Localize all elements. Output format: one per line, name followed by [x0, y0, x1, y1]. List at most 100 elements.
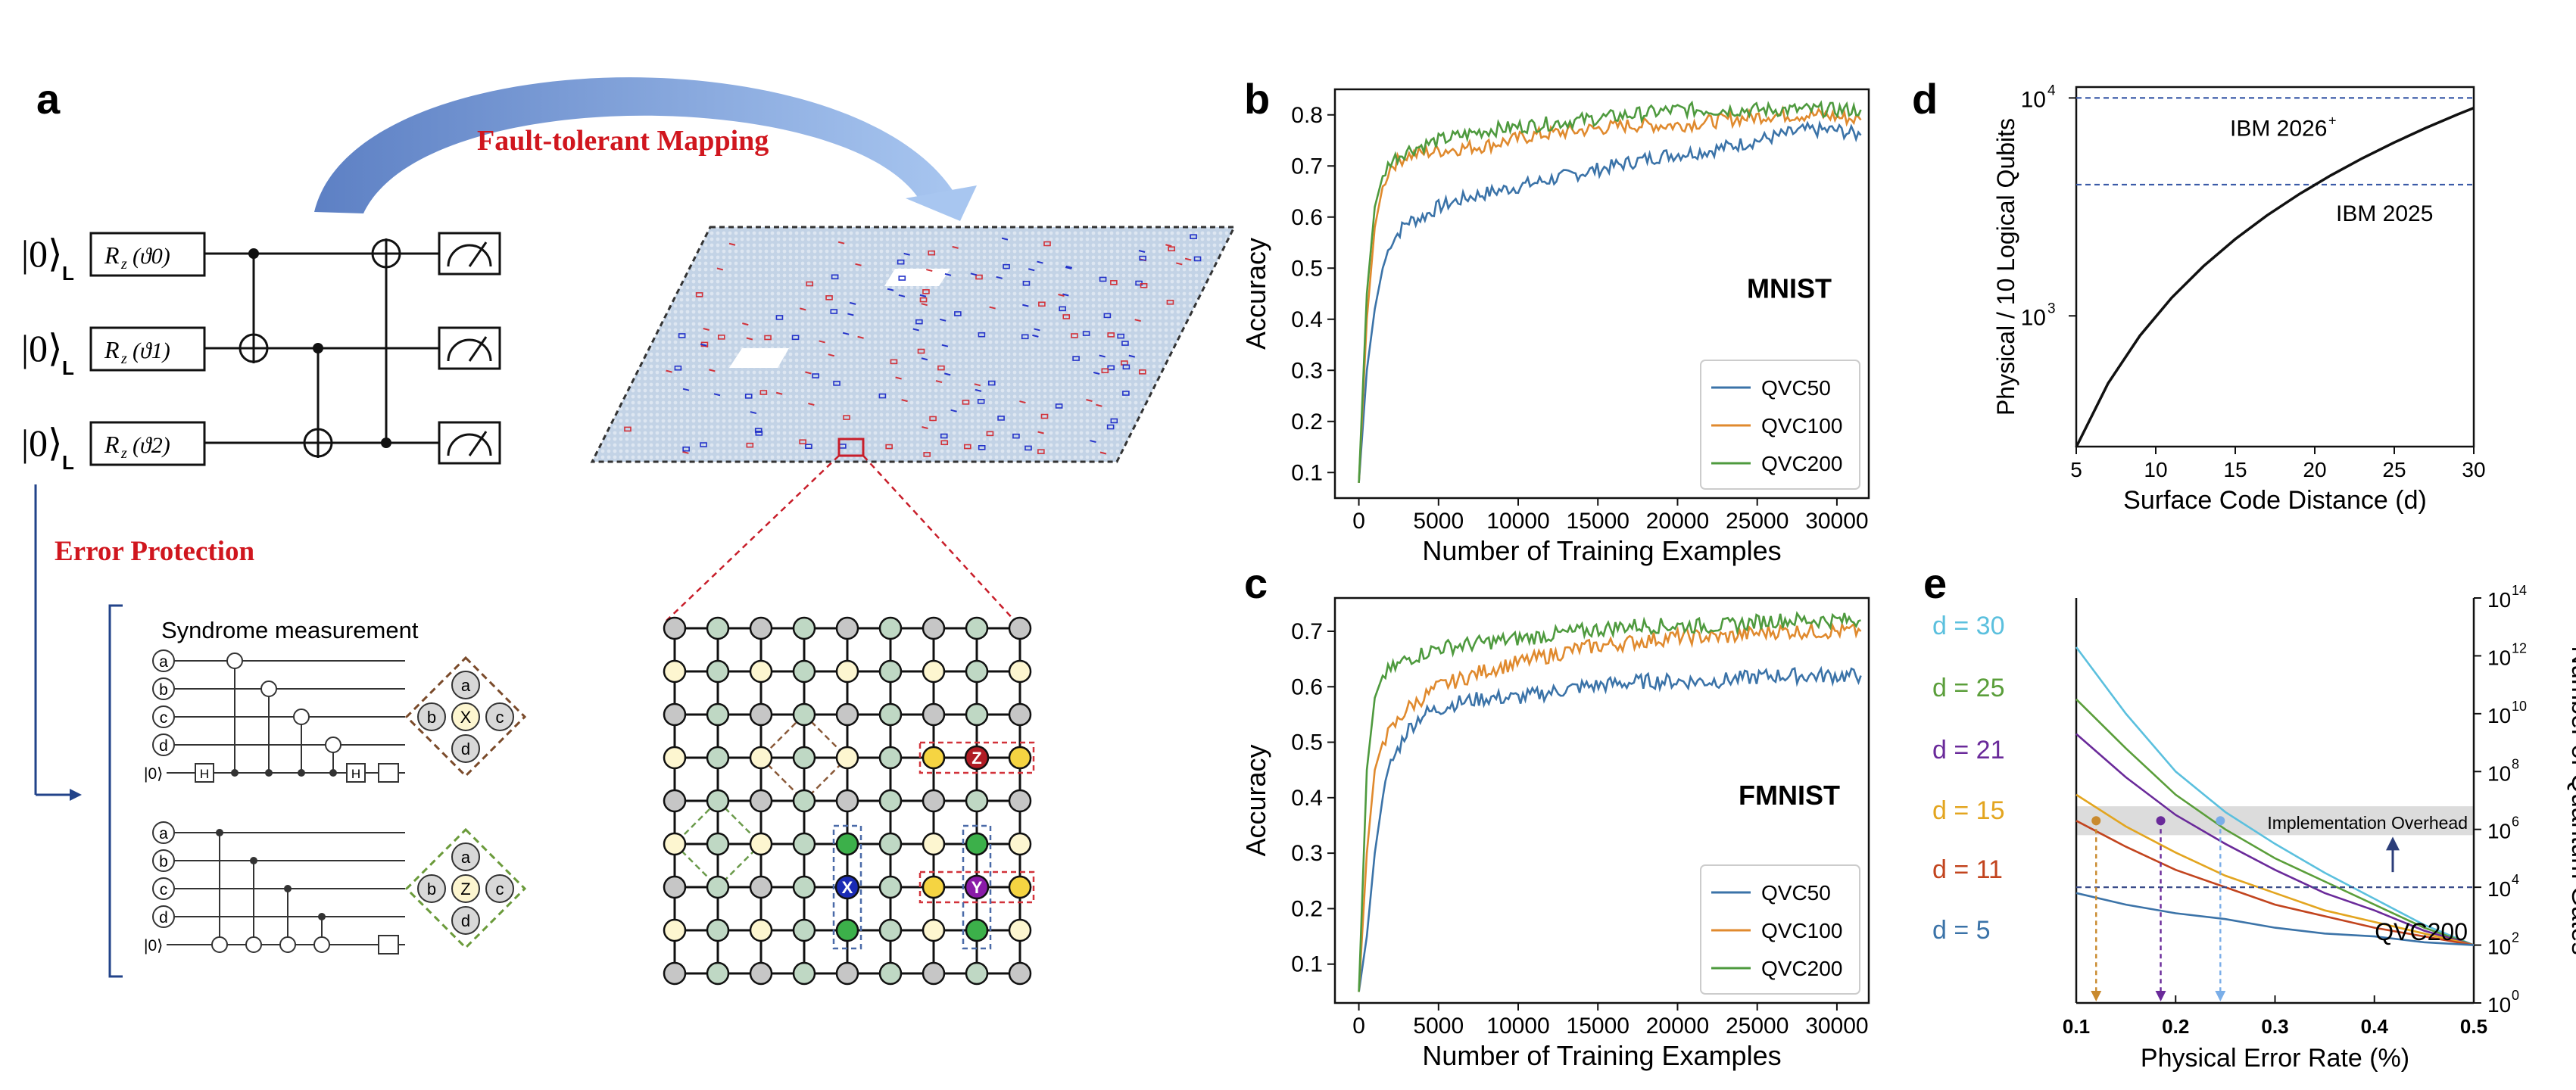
error-protection-label: Error Protection — [55, 536, 254, 567]
series-line-d11 — [2075, 820, 2475, 946]
qubit-node — [1008, 789, 1032, 813]
qubit-node — [965, 789, 989, 813]
diamond-label: d — [461, 911, 470, 930]
diamond-label: Z — [460, 880, 470, 898]
defect-mark — [819, 340, 825, 344]
y-tick-exp: 8 — [2512, 756, 2519, 771]
defect-mark — [1086, 399, 1093, 402]
defect-mark — [728, 242, 736, 246]
defect-mark — [716, 267, 724, 271]
x-axis-label: Number of Training Examples — [1422, 535, 1781, 566]
x-tick-label: 10 — [2144, 458, 2167, 481]
defect-mark — [940, 440, 949, 446]
y-tick-label: 0.5 — [1291, 256, 1323, 281]
ket-sub-1: L — [62, 357, 74, 379]
defect-mark — [929, 416, 937, 422]
qubit-node — [792, 875, 816, 899]
defect-mark — [937, 365, 945, 371]
control-dot — [265, 769, 273, 777]
diamond-label: a — [461, 848, 471, 867]
cnot-target-icon — [279, 936, 296, 953]
defect-mark — [695, 292, 703, 297]
y-axis-label: Accuracy — [1240, 744, 1271, 856]
series-line-d15 — [2075, 793, 2475, 946]
logical-op-box — [918, 741, 1035, 774]
y-tick-base: 10 — [2487, 877, 2511, 901]
defect-mark — [1139, 255, 1146, 261]
defect-mark — [1110, 418, 1118, 424]
defect-mark — [1138, 250, 1146, 253]
svg-text:z: z — [120, 256, 127, 272]
control-dot — [284, 885, 292, 892]
hadamard-label: H — [200, 767, 209, 781]
x-tick-label: 15000 — [1567, 1014, 1629, 1039]
defect-mark — [964, 444, 971, 450]
defect-mark — [1032, 334, 1039, 338]
defect-mark — [746, 337, 753, 341]
defect-mark — [700, 442, 707, 447]
qubit-node — [706, 961, 730, 986]
series-line-qvc100 — [1358, 620, 1862, 992]
qubit-node — [749, 702, 773, 727]
qubit-node — [1008, 616, 1032, 640]
x-tick-label: 25000 — [1726, 1014, 1789, 1039]
qubit-node — [663, 832, 687, 856]
defect-mark — [1024, 445, 1032, 451]
qubit-circle — [152, 849, 175, 872]
operator-label: Y — [971, 878, 983, 897]
cnot-target-icon — [303, 428, 333, 458]
control-dot — [329, 769, 337, 777]
diamond-node — [417, 702, 446, 731]
cnot-target-icon — [325, 737, 341, 753]
control-dot — [216, 829, 223, 836]
qubit-label: b — [159, 853, 168, 870]
control-dot — [250, 857, 257, 864]
qubit-circle — [152, 677, 175, 700]
defect-mark — [978, 444, 986, 450]
qubit-node — [922, 789, 946, 813]
svg-text:R: R — [104, 241, 120, 269]
defect-mark — [1062, 314, 1071, 319]
defect-mark — [750, 411, 757, 415]
defect-mark — [682, 446, 690, 452]
cnot-target-icon — [371, 238, 401, 269]
control-dot — [381, 438, 391, 448]
legend-label: QVC200 — [1761, 957, 1842, 980]
defect-mark — [700, 343, 707, 347]
qubit-label: a — [159, 825, 168, 842]
series-line-qvc50 — [1358, 120, 1862, 483]
ket-sub-2: L — [62, 451, 74, 474]
qubit-label: c — [160, 709, 168, 727]
defect-mark — [1012, 433, 1020, 439]
panel-c-label: c — [1244, 559, 1268, 607]
defect-mark — [703, 328, 709, 331]
series-line-d30 — [2075, 646, 2475, 946]
qubit-circle — [152, 821, 175, 844]
qubit-label: c — [160, 881, 168, 898]
qubit-node — [663, 918, 687, 942]
surface-code-lattice — [590, 226, 1237, 621]
error-arrowhead — [70, 789, 82, 801]
fault-tolerant-title: Fault-tolerant Mapping — [477, 125, 769, 157]
y-tick-exp: 2 — [2512, 930, 2519, 945]
defect-mark — [952, 245, 959, 249]
y-tick-label: 0.5 — [1291, 730, 1323, 755]
qubit-circle — [152, 905, 175, 928]
defect-mark — [833, 381, 840, 386]
x-tick-label: 0.3 — [2261, 1015, 2288, 1038]
x-tick-label: 15000 — [1567, 509, 1629, 534]
defect-mark — [921, 303, 928, 307]
series-line-qubits — [2075, 106, 2475, 448]
qubit-node — [965, 616, 989, 640]
logical-op-box — [962, 824, 992, 950]
x-tick-label: 20000 — [1646, 509, 1709, 534]
series-line-d5 — [2075, 892, 2475, 946]
defect-mark — [1038, 301, 1046, 307]
measure-icon — [438, 232, 501, 276]
defect-mark — [682, 388, 690, 391]
defect-mark — [1168, 246, 1175, 252]
x-tick-label: 25 — [2382, 458, 2406, 481]
logical-op-box — [832, 824, 862, 950]
defect-mark — [1139, 369, 1146, 375]
